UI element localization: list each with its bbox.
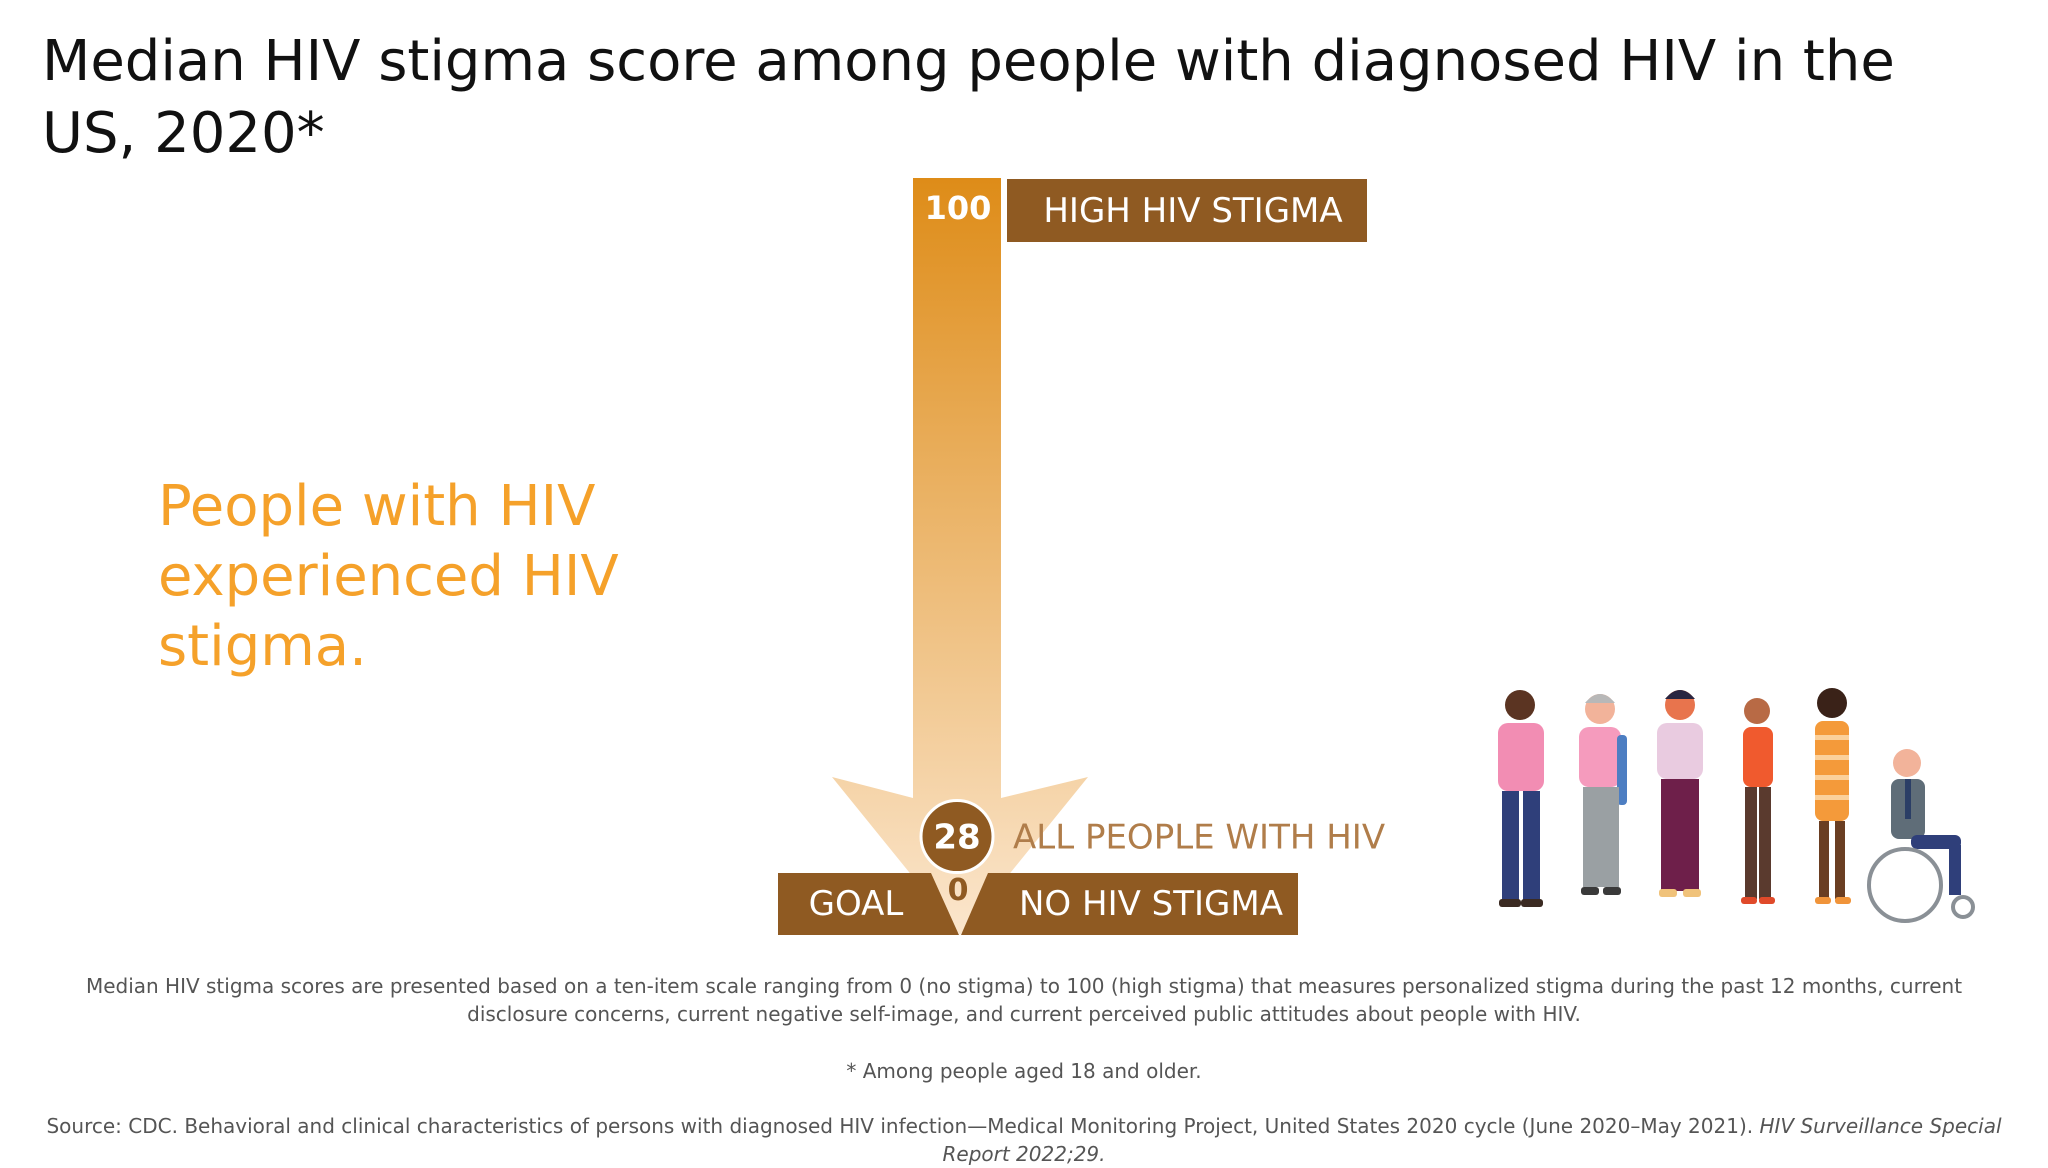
person-figure <box>1815 688 1851 904</box>
source-citation: Source: CDC. Behavioral and clinical cha… <box>40 1112 2008 1168</box>
no-stigma-label-box <box>961 873 1298 935</box>
callout-text: People with HIV experienced HIV stigma. <box>158 474 619 679</box>
marker-label: ALL PEOPLE WITH HIV <box>1013 818 1385 858</box>
goal-label: GOAL <box>809 884 904 924</box>
person-figure <box>1498 690 1544 907</box>
page-title: Median HIV stigma score among people wit… <box>42 29 1895 166</box>
high-stigma-label-box <box>1007 179 1367 242</box>
marker-circle <box>919 799 995 875</box>
scale-min-value: 0 <box>948 873 969 908</box>
marker-value: 28 <box>933 818 980 858</box>
person-figure <box>1741 698 1775 904</box>
age-footnote: * Among people aged 18 and older. <box>846 1059 1202 1083</box>
person-figure <box>1867 749 1975 923</box>
high-stigma-label: HIGH HIV STIGMA <box>1043 191 1342 231</box>
scale-max-value: 100 <box>925 189 992 227</box>
stigma-scale-chart: 100 HIGH HIV STIGMA GOAL NO HIV STIGMA 0… <box>778 178 1385 935</box>
scale-description-footnote: Median HIV stigma scores are presented b… <box>85 974 1963 1026</box>
diverse-people-illustration <box>1498 688 1975 923</box>
scale-arrow <box>832 178 1088 935</box>
person-figure <box>1657 690 1703 897</box>
goal-label-box <box>778 873 959 935</box>
source-main: Source: CDC. Behavioral and clinical cha… <box>46 1114 1760 1138</box>
person-figure <box>1579 694 1627 895</box>
no-stigma-label: NO HIV STIGMA <box>1019 884 1283 924</box>
